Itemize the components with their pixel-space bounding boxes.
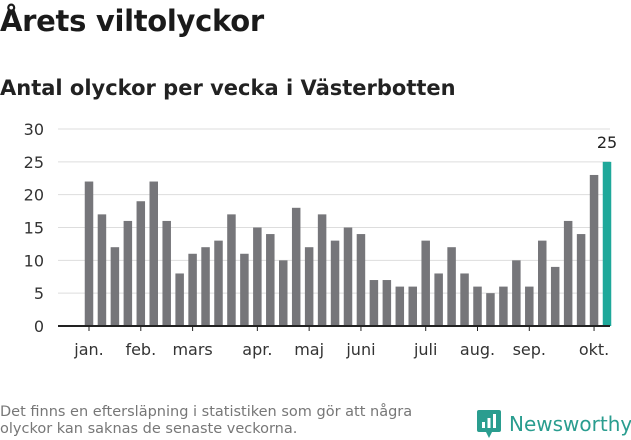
bar (330, 240, 340, 326)
bar (291, 207, 301, 326)
bar (149, 181, 158, 326)
x-tick-label: mars (172, 340, 212, 359)
y-tick-label: 15 (24, 219, 44, 238)
footnote: Det finns en eftersläpning i statistiken… (0, 404, 413, 437)
bar (434, 273, 443, 326)
y-tick-label: 30 (24, 120, 44, 139)
bar (395, 286, 405, 326)
bar-chart: 0 5 10 15 20 25 30 25 jan. feb. mars apr. maj juni jul… (24, 120, 618, 359)
bar (227, 214, 236, 326)
bar (447, 247, 456, 326)
bar (188, 253, 197, 326)
x-tick-label: aug. (460, 340, 495, 359)
chart-subtitle: Antal olyckor per vecka i Västerbotten (0, 76, 456, 100)
bar (576, 234, 586, 326)
bar (240, 253, 249, 326)
y-tick-label: 20 (24, 186, 44, 205)
chart-title: Årets viltolyckor (0, 4, 264, 38)
bar (201, 247, 210, 326)
bar (110, 247, 120, 326)
bar (317, 214, 327, 326)
x-tick-label: maj (294, 340, 324, 359)
bar (162, 220, 171, 326)
x-tick-label: sep. (513, 340, 546, 359)
bar (460, 273, 469, 326)
x-tick-label: juli (413, 340, 437, 359)
highlight-bar (602, 161, 612, 326)
bar (512, 260, 521, 326)
bar (499, 286, 508, 326)
bar (356, 234, 366, 326)
newsworthy-icon (477, 410, 501, 438)
x-tick-label: feb. (125, 340, 156, 359)
y-tick-label: 25 (24, 153, 44, 172)
bar (538, 240, 547, 326)
bar (369, 280, 379, 326)
x-tick-label: jan. (73, 340, 103, 359)
x-tick-label: juni (345, 340, 375, 359)
bar (266, 234, 275, 326)
x-tick-label: apr. (242, 340, 272, 359)
bar (486, 293, 495, 326)
bar (136, 201, 146, 326)
bar (589, 174, 599, 326)
bar (408, 286, 417, 326)
bar (279, 260, 288, 326)
bar (421, 240, 430, 326)
y-tick-label: 10 (24, 251, 44, 270)
bar (304, 247, 314, 326)
bar (343, 227, 353, 326)
bar (253, 227, 262, 326)
bar (123, 220, 133, 326)
brand-name: Newsworthy (509, 412, 631, 436)
bar (525, 286, 534, 326)
bar (214, 240, 223, 326)
bar (473, 286, 482, 326)
bar (550, 266, 560, 326)
data-label: 25 (597, 133, 617, 152)
x-tick-label: okt. (579, 340, 609, 359)
y-tick-label: 0 (34, 317, 44, 336)
y-tick-label: 5 (34, 284, 44, 303)
bar (382, 280, 392, 326)
bar (175, 273, 184, 326)
bar (97, 214, 107, 326)
bar (84, 181, 94, 326)
bar (563, 220, 573, 326)
newsworthy-logo[interactable]: Newsworthy (476, 408, 631, 440)
